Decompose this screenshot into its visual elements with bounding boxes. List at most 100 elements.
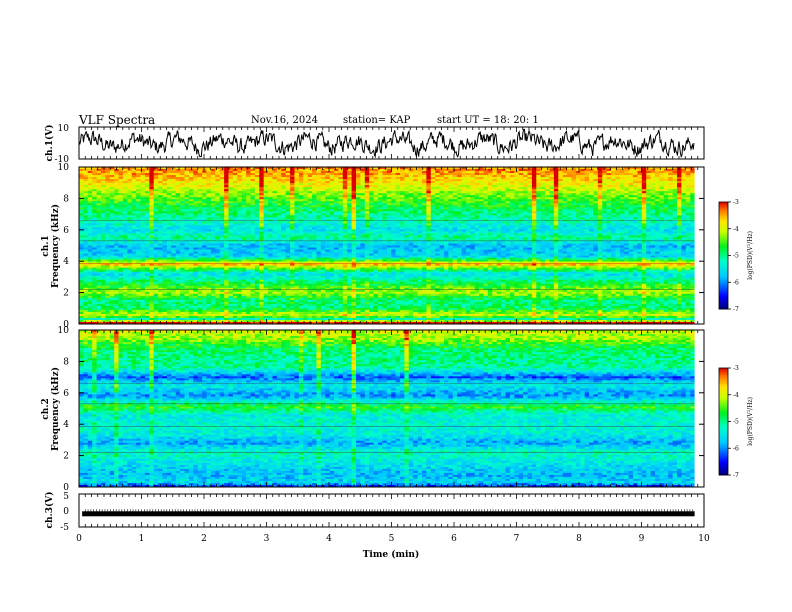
spectrogram-cell <box>118 247 124 250</box>
spectrogram-cell <box>140 221 146 224</box>
spectrogram-cell <box>144 275 150 279</box>
spectrogram-cell <box>206 251 212 254</box>
spectrogram-cell <box>206 195 212 198</box>
spectrogram-cell <box>180 173 185 176</box>
spectrogram-cell <box>197 207 203 210</box>
spectrogram-cell <box>246 301 251 305</box>
spectrogram-cell <box>166 169 172 172</box>
spectrogram-cell <box>175 205 181 208</box>
spectrogram-cell <box>276 225 282 228</box>
spectrogram-cell <box>122 209 128 212</box>
spectrogram-cell <box>202 191 207 194</box>
spectrogram-cell <box>206 287 212 291</box>
spectrogram-cell <box>149 225 155 228</box>
spectrogram-cell <box>180 193 185 196</box>
spectrogram-cell <box>114 249 119 252</box>
spectrogram-cell <box>281 289 287 293</box>
spectrogram-cell <box>162 187 168 190</box>
spectrogram-cell <box>149 169 155 172</box>
spectrogram-cell <box>219 225 225 228</box>
spectrogram-cell <box>92 297 97 301</box>
spectrogram-cell <box>180 267 185 271</box>
spectrogram-cell <box>153 243 159 246</box>
spectrogram-cell <box>118 307 124 311</box>
spectrogram-cell <box>144 251 150 254</box>
spectrogram-cell <box>149 267 155 271</box>
spectrogram-cell <box>127 257 133 260</box>
spectrogram-cell <box>224 191 229 194</box>
spectrogram-cell <box>171 321 177 325</box>
spectrogram-cell <box>246 281 251 285</box>
spectrogram-cell <box>237 259 243 262</box>
spectrogram-cell <box>153 281 159 285</box>
spectrogram-cell <box>96 247 102 250</box>
spectrogram-cell <box>206 265 212 269</box>
spectrogram-cell <box>166 237 172 240</box>
spectrogram-cell <box>237 283 243 287</box>
spectrogram-cell <box>114 293 119 297</box>
spectrogram-cell <box>219 307 225 311</box>
spectrogram-cell <box>210 229 216 232</box>
spectrogram-cell <box>281 235 287 238</box>
spectrogram-cell <box>100 277 106 281</box>
spectrogram-cell <box>87 285 93 289</box>
spectrogram-cell <box>232 209 238 212</box>
spectrogram-cell <box>232 205 238 208</box>
spectrogram-cell <box>162 205 168 208</box>
spectrogram-cell <box>166 177 172 180</box>
spectrogram-cell <box>215 245 221 248</box>
spectrogram-cell <box>171 289 177 293</box>
spectrogram-cell <box>193 321 199 325</box>
spectrogram-cell <box>149 179 155 182</box>
spectrogram-cell <box>232 261 238 265</box>
spectrogram-cell <box>285 199 291 202</box>
spectrogram-cell <box>153 215 159 218</box>
spectrogram-cell <box>158 289 163 293</box>
spectrogram-cell <box>109 321 115 325</box>
spectrogram-cell <box>118 227 124 230</box>
spectrogram-cell <box>272 297 278 301</box>
spectrogram-cell <box>193 309 199 313</box>
spectrogram-cell <box>219 297 225 301</box>
spectrogram-cell <box>114 205 119 208</box>
spectrogram-cell <box>206 279 212 283</box>
spectrogram-cell <box>219 195 225 198</box>
spectrogram-cell <box>184 169 190 172</box>
spectrogram-cell <box>237 253 243 256</box>
spectrogram-cell <box>215 293 221 297</box>
spectrogram-cell <box>206 317 212 321</box>
spectrogram-cell <box>276 233 282 236</box>
spectrogram-cell <box>158 185 163 188</box>
spectrogram-cell <box>175 221 181 224</box>
spectrogram-cell <box>188 207 194 210</box>
spectrogram-cell <box>281 167 287 170</box>
spectrogram-cell <box>193 185 199 188</box>
spectrogram-cell <box>193 297 199 301</box>
spectrogram-cell <box>188 257 194 260</box>
spectrogram-cell <box>136 265 141 269</box>
spectrogram-cell <box>127 233 133 236</box>
spectrogram-cell <box>281 295 287 299</box>
spectrogram-cell <box>259 215 265 218</box>
spectrogram-cell <box>232 221 238 224</box>
spectrogram-cell <box>250 315 256 319</box>
spectrogram-cell <box>149 173 155 176</box>
spectrogram-cell <box>87 281 93 285</box>
spectrogram-cell <box>105 277 111 281</box>
spectrogram-cell <box>250 313 256 317</box>
spectrogram-cell <box>100 197 106 200</box>
spectrogram-cell <box>118 253 124 256</box>
spectrogram-cell <box>206 189 212 192</box>
spectrogram-cell <box>140 257 146 260</box>
spectrogram-cell <box>193 223 199 226</box>
spectrogram-cell <box>228 299 234 303</box>
spectrogram-cell <box>206 299 212 303</box>
spectrogram-cell <box>144 231 150 234</box>
spectrogram-cell <box>246 179 251 182</box>
spectrogram-cell <box>228 241 234 244</box>
spectrogram-cell <box>180 271 185 275</box>
spectrogram-cell <box>131 207 137 210</box>
spectrogram-cell <box>228 215 234 218</box>
spectrogram-cell <box>219 235 225 238</box>
spectrogram-cell <box>268 217 273 220</box>
